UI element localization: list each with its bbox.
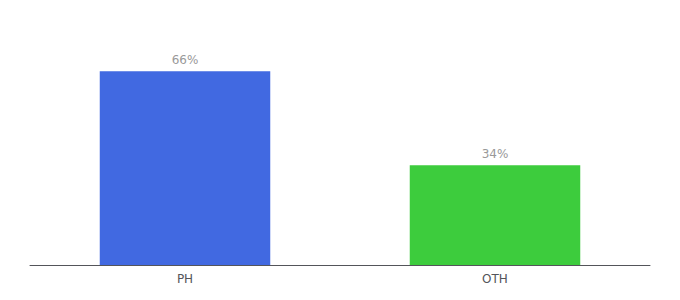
svg-text:66%: 66% [172,53,199,67]
svg-text:34%: 34% [482,147,509,161]
svg-text:OTH: OTH [482,272,508,286]
svg-text:PH: PH [177,272,193,286]
